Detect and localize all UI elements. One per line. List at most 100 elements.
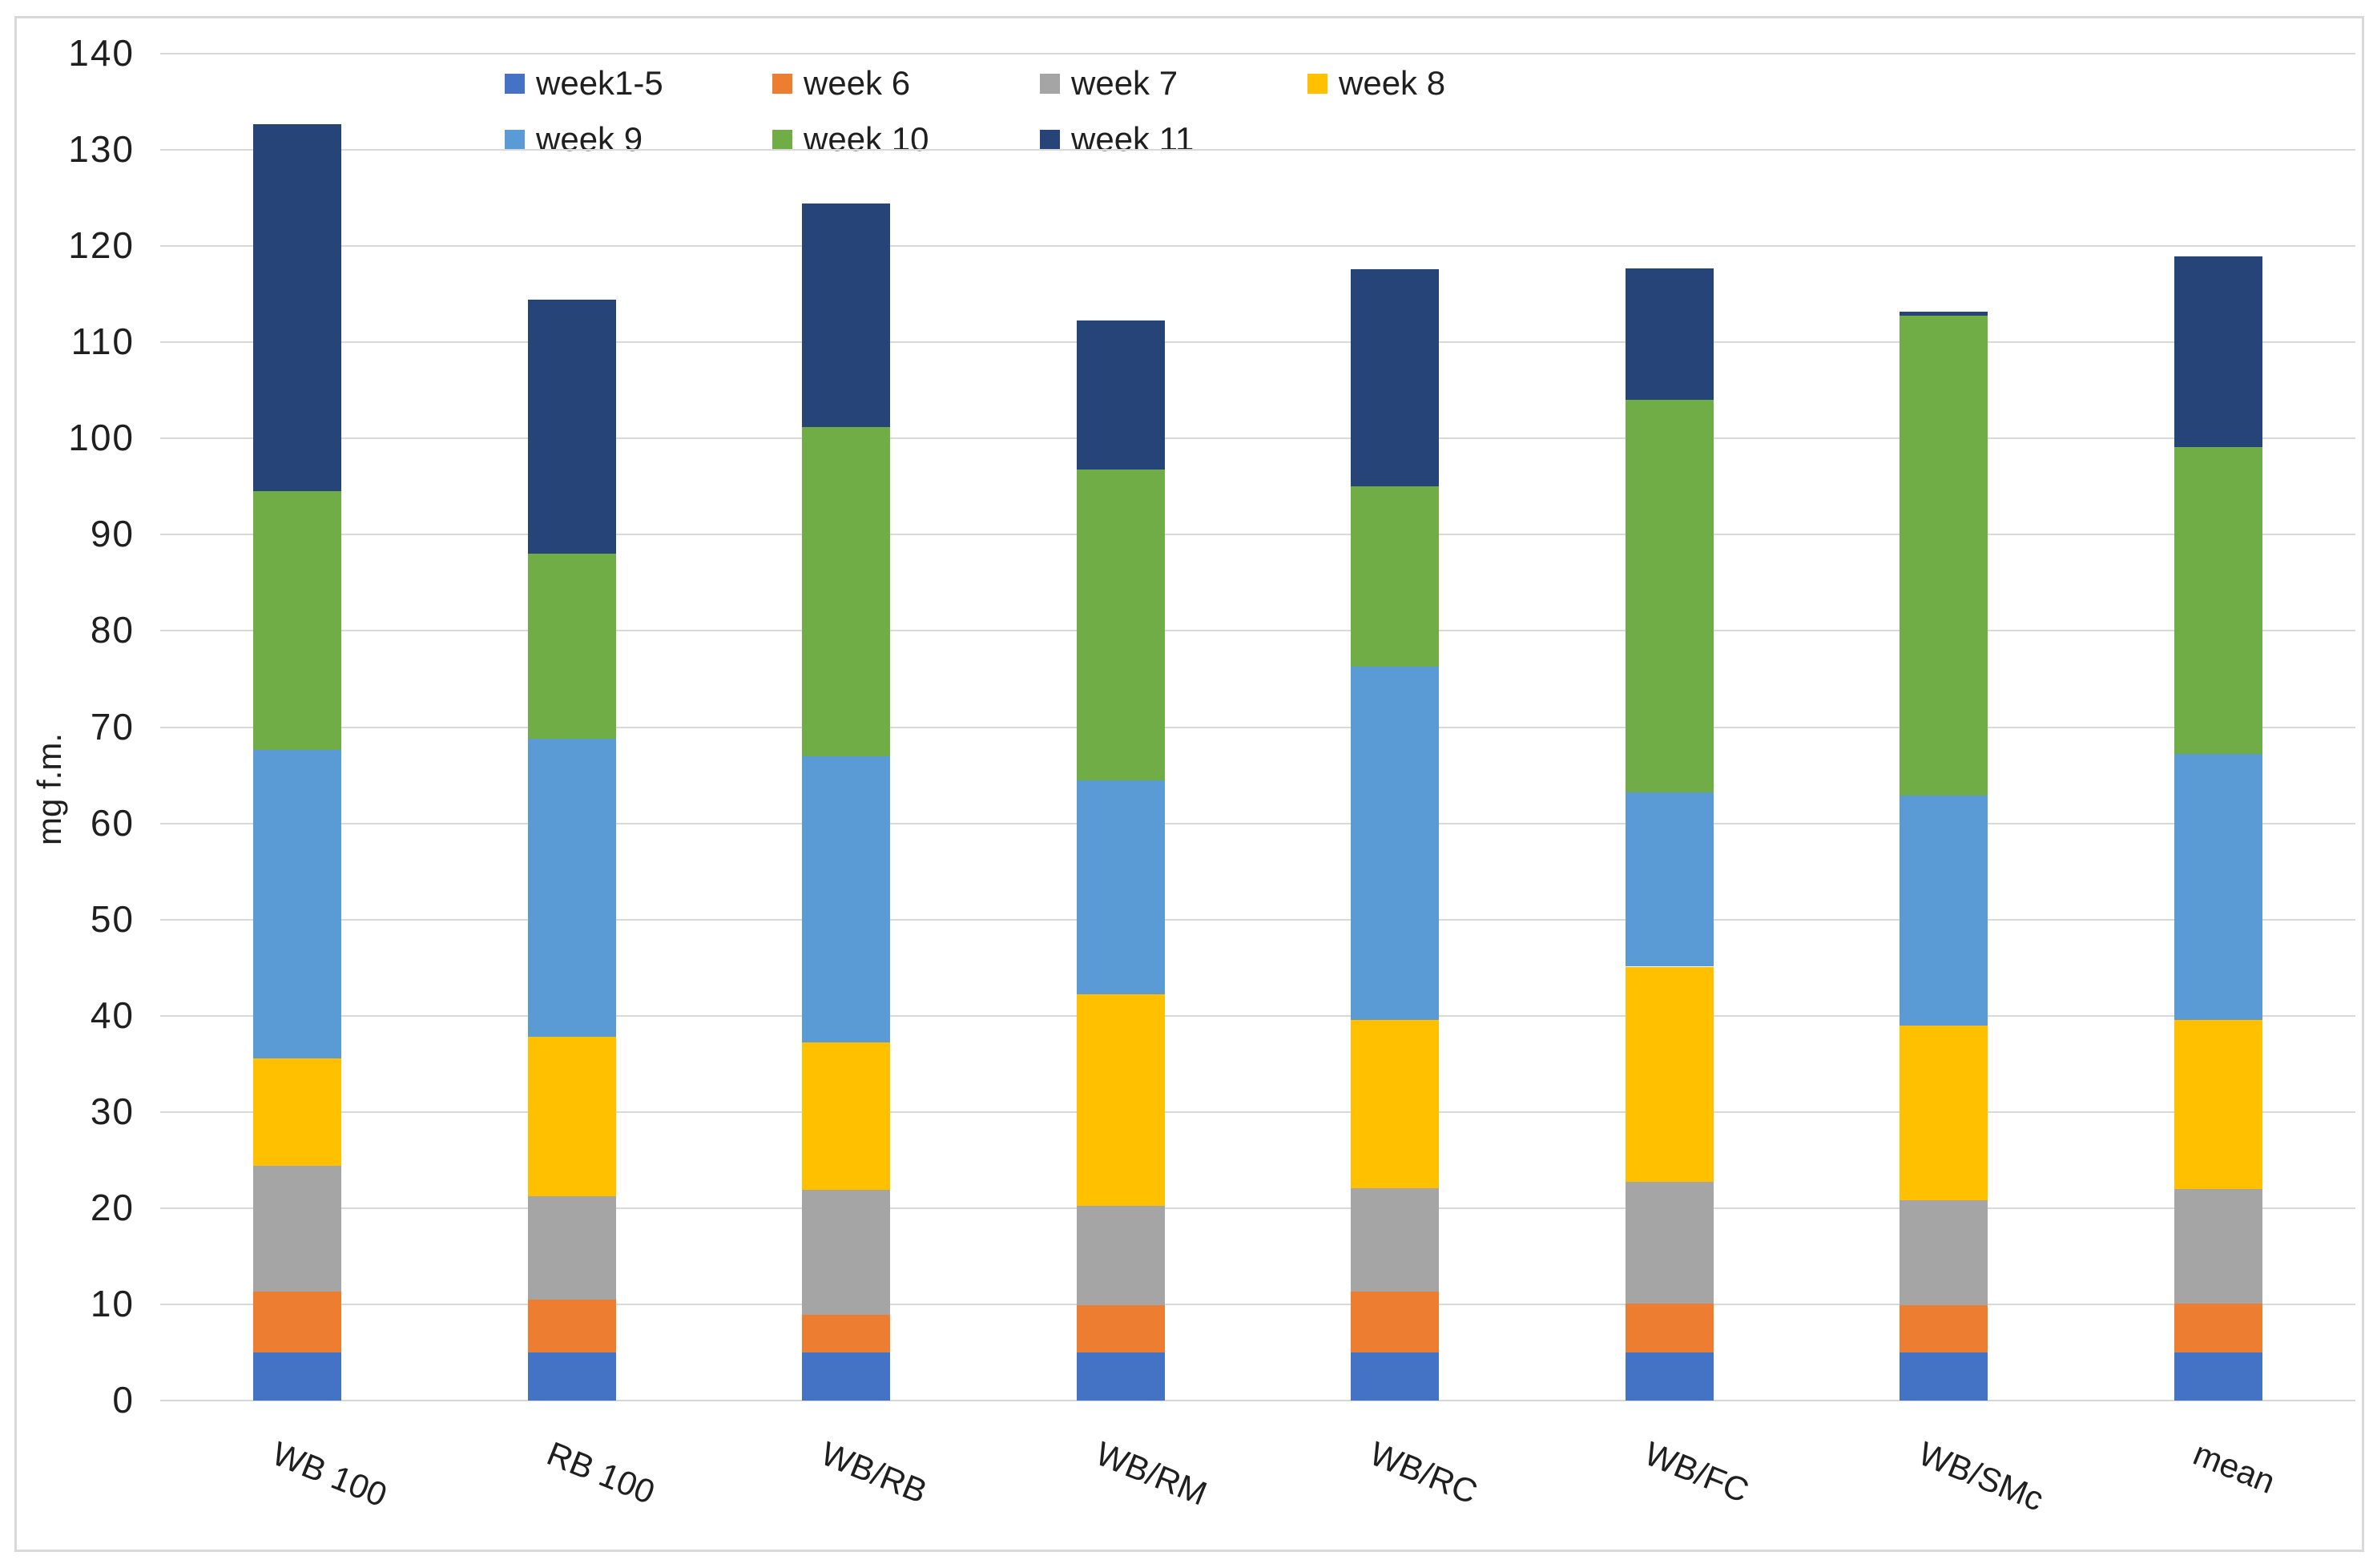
bar-segment xyxy=(1351,1019,1440,1188)
bar-segment xyxy=(1076,780,1165,995)
gridline xyxy=(160,245,2355,248)
gridline xyxy=(160,53,2355,54)
legend-label: week 9 xyxy=(536,120,643,158)
y-tick-label: 0 xyxy=(112,1378,135,1421)
gridline xyxy=(160,822,2355,824)
x-axis-label: WB/RC xyxy=(1364,1434,1484,1512)
legend-swatch xyxy=(1040,73,1060,94)
legend-label: week1-5 xyxy=(536,64,663,102)
y-tick-label: 90 xyxy=(90,513,135,555)
plot-area xyxy=(160,53,2355,1401)
bar-segment xyxy=(1351,1352,1440,1401)
bar-segment xyxy=(1076,320,1165,470)
gridline xyxy=(160,534,2355,536)
bar-segment xyxy=(1351,268,1440,487)
bar-segment xyxy=(1900,311,1988,316)
bar-wb-100 xyxy=(253,54,342,1401)
bar-segment xyxy=(1900,1200,1988,1306)
bar-wb-smc xyxy=(1900,54,1988,1401)
gridline xyxy=(160,918,2355,921)
bar-segment xyxy=(253,1292,342,1352)
bar-segment xyxy=(2174,1188,2262,1304)
gridline xyxy=(160,630,2355,632)
y-tick-label: 130 xyxy=(68,127,135,170)
gridline xyxy=(160,341,2355,344)
y-tick-label: 110 xyxy=(71,320,135,363)
bar-segment xyxy=(1625,1182,1714,1304)
legend-label: week 8 xyxy=(1339,64,1446,102)
bar-segment xyxy=(2174,1019,2262,1189)
bar-segment xyxy=(1625,268,1714,401)
bar-segment xyxy=(1076,469,1165,780)
legend-item-week1-5: week1-5 xyxy=(505,64,663,103)
bar-segment xyxy=(1076,1352,1165,1401)
legend-item-week-8: week 8 xyxy=(1307,64,1445,103)
y-tick-label: 70 xyxy=(90,705,135,748)
x-axis-label: WB/RB xyxy=(816,1434,933,1511)
bar-segment xyxy=(2174,1352,2262,1401)
bar-segment xyxy=(802,756,891,1043)
legend-label: week 11 xyxy=(1071,120,1195,158)
x-axis-label: WB 100 xyxy=(267,1434,393,1514)
bar-segment xyxy=(802,204,891,427)
bar-segment xyxy=(802,1190,891,1316)
bar-segment xyxy=(2174,447,2262,755)
bar-segment xyxy=(802,1042,891,1191)
bar-segment xyxy=(527,1299,616,1352)
gridline xyxy=(160,1110,2355,1113)
gridline xyxy=(160,1400,2355,1401)
y-axis-tick-labels: 0 10 20 30 40 50 60 70 80 90 100 110 120 130 140 xyxy=(0,32,135,1421)
bar-segment xyxy=(527,1352,616,1401)
bar-segment xyxy=(253,750,342,1058)
bar-segment xyxy=(1351,666,1440,1020)
x-axis-label: WB/RM xyxy=(1090,1434,1212,1513)
bar-segment xyxy=(1351,1187,1440,1292)
bar-segment xyxy=(1625,966,1714,1183)
legend-label: week 6 xyxy=(804,64,911,102)
x-axis-label: RB 100 xyxy=(542,1434,660,1512)
bar-segment xyxy=(1625,1303,1714,1352)
bar-segment xyxy=(1900,315,1988,796)
bar-segment xyxy=(253,1058,342,1167)
bar-segment xyxy=(253,1352,342,1401)
bar-segment xyxy=(527,738,616,1038)
y-tick-label: 80 xyxy=(90,609,135,651)
bar-segment xyxy=(2174,256,2262,448)
y-tick-label: 60 xyxy=(90,801,135,844)
bar-segment xyxy=(1076,1206,1165,1306)
legend-item-week-11: week 11 xyxy=(1040,120,1194,159)
bar-segment xyxy=(2174,1303,2262,1352)
legend-item-week-6: week 6 xyxy=(772,64,910,103)
x-axis-label: mean xyxy=(2188,1434,2281,1501)
bar-segment xyxy=(253,491,342,751)
bar-segment xyxy=(527,300,616,554)
gridline xyxy=(160,149,2355,151)
legend-swatch xyxy=(772,73,792,94)
gridline xyxy=(160,437,2355,440)
bar-segment xyxy=(527,1037,616,1197)
bar-segment xyxy=(802,1315,891,1352)
x-axis-label: WB/FC xyxy=(1639,1434,1755,1510)
gridline xyxy=(160,726,2355,728)
bar-wb-rc xyxy=(1351,54,1440,1401)
bar-segment xyxy=(802,426,891,756)
y-tick-label: 40 xyxy=(90,994,135,1036)
legend-swatch xyxy=(505,73,525,94)
bar-wb-rb xyxy=(802,54,891,1401)
bar-segment xyxy=(1625,400,1714,793)
bar-wb-fc xyxy=(1625,54,1714,1401)
y-tick-label: 30 xyxy=(90,1090,135,1132)
bar-segment xyxy=(1900,1305,1988,1352)
legend-swatch xyxy=(505,129,525,150)
bar-segment xyxy=(1351,486,1440,667)
y-tick-label: 100 xyxy=(68,417,135,459)
y-tick-label: 140 xyxy=(68,31,135,74)
y-tick-label: 120 xyxy=(68,224,135,267)
bar-mean xyxy=(2174,54,2262,1401)
bar-segment xyxy=(1625,1352,1714,1401)
legend-swatch xyxy=(772,129,792,150)
y-tick-label: 50 xyxy=(90,897,135,940)
bar-rb-100 xyxy=(527,54,616,1401)
